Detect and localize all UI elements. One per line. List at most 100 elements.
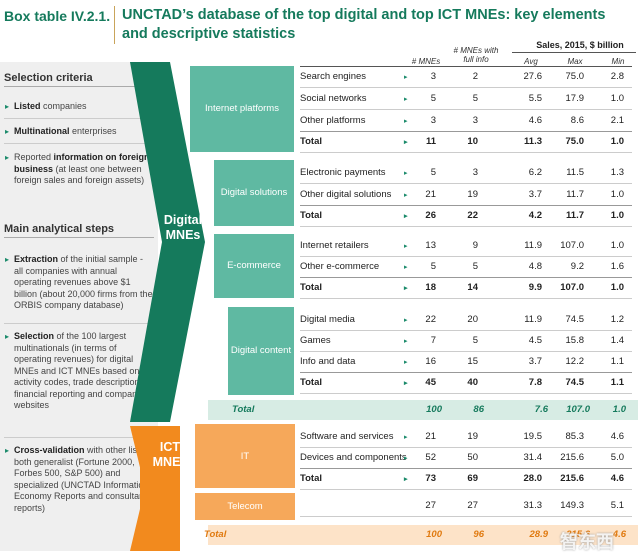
watermark: 智东西 — [560, 532, 614, 552]
cell-min: 1.4 — [610, 335, 624, 346]
cell-max: 107.0 — [560, 240, 584, 251]
cell-max: 75.0 — [565, 71, 585, 82]
cell-full: 19 — [467, 189, 478, 200]
digital-chevron — [130, 62, 205, 422]
box-table-label: Box table IV.2.1. — [4, 8, 111, 24]
title-separator — [114, 6, 115, 44]
cell-min: 1.2 — [610, 314, 624, 325]
digital-total-max: 107.0 — [566, 404, 590, 415]
cell-avg: 7.8 — [528, 377, 542, 388]
cell-max: 11.5 — [566, 167, 584, 178]
table-row: Internet retailers 13 9 11.9 107.0 1.0 ▸ — [300, 235, 632, 256]
ict-total-full: 96 — [473, 529, 484, 540]
cell-full: 40 — [467, 377, 478, 388]
cell-min: 4.6 — [610, 473, 624, 484]
digital-total-full: 86 — [473, 404, 484, 415]
cell-name: Other digital solutions — [300, 189, 392, 200]
table-row: Other digital solutions 21 19 3.7 11.7 1.0 ▸ — [300, 184, 632, 205]
cell-name: Internet retailers — [300, 240, 369, 251]
cell-name: Social networks — [300, 93, 367, 104]
cell-max: 9.2 — [570, 261, 584, 272]
col-max: Max — [567, 57, 583, 66]
sales-header: Sales, 2015, $ billion — [536, 40, 624, 50]
ict-total-mnes: 100 — [426, 529, 442, 540]
table-row: Social networks 5 5 5.5 17.9 1.0 ▸ — [300, 88, 632, 109]
cell-min: 1.3 — [610, 167, 624, 178]
row-divider — [300, 131, 632, 132]
table-row: Digital media 22 20 11.9 74.5 1.2 ▸ — [300, 309, 632, 330]
cell-avg: 5.5 — [528, 93, 542, 104]
cell-max: 215.6 — [560, 473, 584, 484]
cell-min: 1.0 — [610, 210, 624, 221]
group-chevrons — [130, 62, 205, 551]
cell-full: 50 — [467, 452, 478, 463]
cell-min: 1.0 — [610, 189, 624, 200]
bullet-arrow-icon: ▸ — [5, 127, 10, 136]
table-row-total: Total 11 10 11.3 75.0 1.0 ▸ — [300, 131, 632, 152]
cell-name: Devices and components — [300, 452, 407, 463]
ict-total-band: Total 100 96 28.9 215.6 4.6 — [204, 525, 638, 545]
cell-avg: 11.3 — [524, 136, 542, 147]
header-rule — [300, 66, 632, 67]
cell-full: 5 — [472, 93, 478, 104]
cell-mnes: 27 — [425, 500, 436, 511]
row-arrow-icon: ▸ — [404, 169, 408, 177]
col-mnes: # MNEs — [411, 57, 441, 66]
cell-mnes: 13 — [425, 240, 436, 251]
cell-mnes: 26 — [425, 210, 436, 221]
divider — [4, 118, 152, 119]
row-arrow-icon: ▸ — [404, 263, 408, 271]
cell-max: 107.0 — [560, 282, 584, 293]
row-divider — [300, 489, 632, 490]
cell-avg: 11.9 — [524, 240, 542, 251]
step-cross-validation: ▸ Cross-validation with other lists, both… — [5, 445, 152, 513]
cell-mnes: 73 — [425, 473, 436, 484]
cell-name: Other e-commerce — [300, 261, 380, 272]
row-divider — [300, 372, 632, 373]
cell-name: Info and data — [300, 356, 356, 367]
selection-item-foreign-info: ▸ Reported information on foreign busines… — [5, 152, 150, 185]
cell-full: 3 — [472, 115, 478, 126]
subgroup-internet-platforms: Internet platforms — [190, 66, 294, 152]
cell-avg: 3.7 — [528, 356, 542, 367]
cell-mnes: 5 — [430, 261, 436, 272]
cell-mnes: 3 — [430, 115, 436, 126]
cell-max: 12.2 — [565, 356, 585, 367]
cell-mnes: 52 — [425, 452, 436, 463]
cell-mnes: 21 — [425, 431, 436, 442]
row-arrow-icon: ▸ — [404, 337, 408, 345]
row-arrow-icon: ▸ — [404, 73, 408, 81]
cell-mnes: 11 — [425, 136, 436, 147]
ict-chevron-tip — [130, 426, 180, 551]
cell-mnes: 3 — [430, 71, 436, 82]
bullet-arrow-icon: ▸ — [5, 446, 10, 455]
cell-avg: 19.5 — [523, 431, 543, 442]
digital-total-min: 1.0 — [612, 404, 626, 415]
row-divider — [300, 205, 632, 206]
col-full-info: # MNEs with full info — [453, 46, 499, 64]
row-arrow-icon: ▸ — [404, 475, 408, 483]
cell-full: 14 — [467, 282, 478, 293]
cell-avg: 31.4 — [523, 452, 543, 463]
cell-max: 75.0 — [565, 136, 585, 147]
table-row-total: Total 73 69 28.0 215.6 4.6 ▸ — [300, 468, 632, 489]
row-divider — [300, 183, 632, 184]
row-divider — [300, 226, 632, 227]
cell-full: 19 — [467, 431, 478, 442]
cell-mnes: 18 — [425, 282, 436, 293]
subgroup-digital-content: Digital content — [228, 307, 294, 395]
row-arrow-icon: ▸ — [404, 316, 408, 324]
cell-name: Search engines — [300, 71, 367, 82]
bullet-arrow-icon: ▸ — [5, 153, 10, 162]
table-row: Info and data 16 15 3.7 12.2 1.1 ▸ — [300, 351, 632, 372]
col-avg: Avg — [524, 57, 538, 66]
row-arrow-icon: ▸ — [404, 191, 408, 199]
cell-mnes: 21 — [425, 189, 436, 200]
row-arrow-icon: ▸ — [404, 379, 408, 387]
cell-mnes: 45 — [425, 377, 436, 388]
subgroup-telecom: Telecom — [195, 493, 295, 520]
cell-min: 4.6 — [610, 431, 624, 442]
cell-max: 74.5 — [565, 377, 585, 388]
cell-max: 17.9 — [565, 93, 585, 104]
table-row: 27 27 31.3 149.3 5.1 — [300, 495, 632, 516]
